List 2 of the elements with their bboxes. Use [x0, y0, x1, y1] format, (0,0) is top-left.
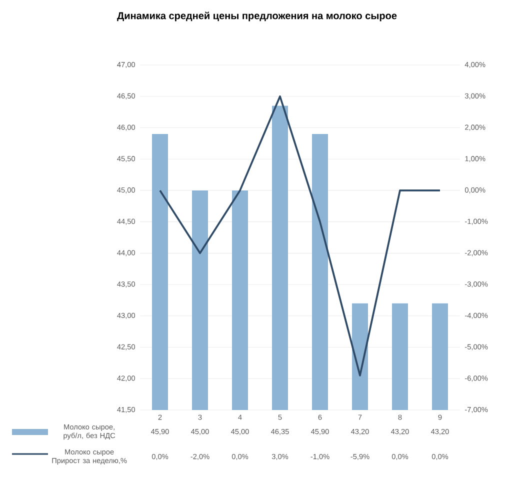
- chart-title: Динамика средней цены предложения на молоко сырое: [117, 12, 397, 22]
- line-series: [159, 95, 441, 376]
